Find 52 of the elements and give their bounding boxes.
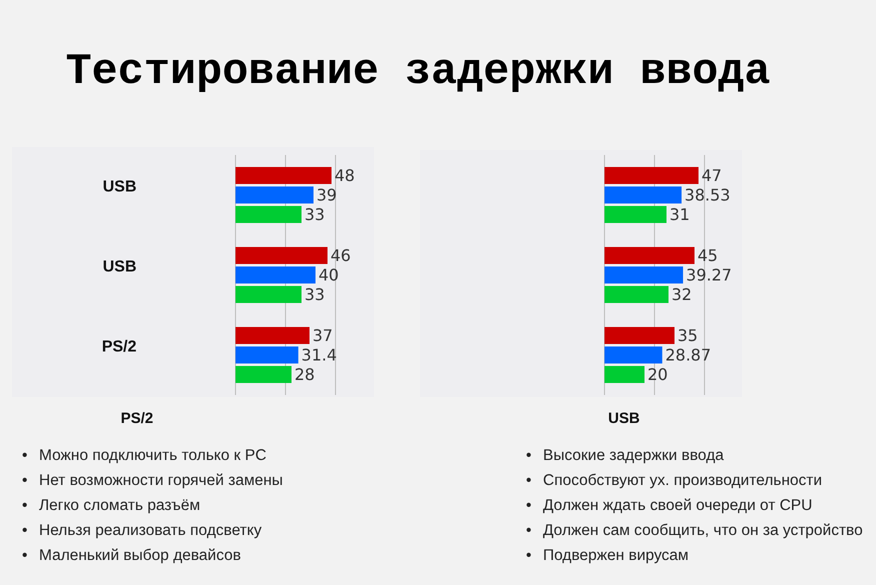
data-label: 33 bbox=[304, 285, 325, 304]
data-label: 37 bbox=[312, 326, 333, 345]
text: PS/2 bbox=[120, 410, 154, 427]
data-label: 45 bbox=[698, 246, 718, 265]
text: • Легко сломать разъём bbox=[22, 496, 200, 516]
text: • Подвержен вирусам bbox=[526, 546, 689, 566]
bar bbox=[604, 166, 698, 184]
text: • Должен сам сообщить, что он за устройство bbox=[526, 521, 863, 541]
text: USB bbox=[608, 410, 640, 427]
y-tick-label: PS/2 bbox=[102, 338, 137, 356]
bar bbox=[604, 286, 668, 304]
bar bbox=[604, 246, 694, 264]
bar bbox=[236, 346, 298, 364]
bar bbox=[236, 366, 292, 384]
text: • Маленький выбор девайсов bbox=[22, 546, 241, 566]
data-label: 39.27 bbox=[686, 266, 732, 284]
data-label: 38.53 bbox=[684, 186, 730, 204]
data-label: 31 bbox=[670, 205, 690, 224]
text: • Способствуют ух. производительности bbox=[526, 471, 822, 491]
bar bbox=[236, 326, 310, 344]
chart-title: Тестирование задержки ввода bbox=[64, 48, 772, 98]
data-label: 39 bbox=[316, 186, 337, 204]
bar bbox=[236, 186, 314, 204]
bar bbox=[604, 266, 684, 284]
text: • Высокие задержки ввода bbox=[526, 446, 724, 466]
bar bbox=[236, 206, 302, 224]
y-tick-label: USB bbox=[102, 178, 136, 196]
data-label: 47 bbox=[702, 166, 722, 185]
data-label: 35 bbox=[678, 326, 698, 345]
bar bbox=[604, 366, 644, 384]
text: • Нельзя реализовать подсветку bbox=[22, 521, 262, 541]
data-label: 31.4 bbox=[301, 346, 337, 364]
data-label: 48 bbox=[334, 166, 355, 185]
text: • Можно подключить только к PC bbox=[22, 446, 266, 466]
text: • Нет возможности горячей замены bbox=[22, 471, 283, 491]
bar bbox=[604, 186, 682, 204]
bar bbox=[604, 326, 674, 344]
bar bbox=[236, 246, 328, 264]
data-label: 46 bbox=[330, 246, 351, 265]
bar bbox=[236, 266, 316, 284]
y-tick-label: USB bbox=[102, 258, 136, 276]
data-label: 28 bbox=[294, 365, 315, 384]
data-label: 20 bbox=[648, 365, 668, 384]
data-label: 28.87 bbox=[665, 346, 712, 364]
bar bbox=[236, 286, 302, 304]
data-label: 40 bbox=[318, 266, 339, 284]
data-label: 33 bbox=[304, 205, 325, 224]
bar bbox=[604, 206, 666, 224]
bar bbox=[236, 166, 332, 184]
data-label: 32 bbox=[672, 285, 692, 304]
bar bbox=[604, 346, 662, 364]
text: • Должен ждать своей очереди от CPU bbox=[526, 496, 812, 516]
